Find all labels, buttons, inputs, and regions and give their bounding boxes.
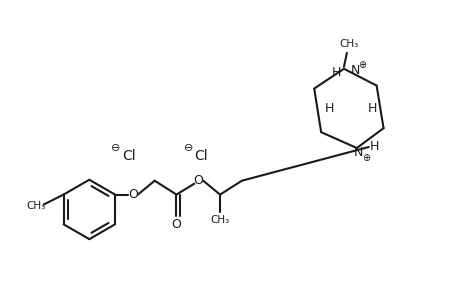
Text: CH₃: CH₃ xyxy=(339,39,358,49)
Text: CH₃: CH₃ xyxy=(210,215,229,225)
Text: H: H xyxy=(367,102,376,115)
Text: Cl: Cl xyxy=(194,149,207,163)
Text: N: N xyxy=(350,64,359,77)
Text: H: H xyxy=(330,66,340,79)
Text: Cl: Cl xyxy=(122,149,135,163)
Text: ⊕: ⊕ xyxy=(357,60,365,70)
Text: O: O xyxy=(171,218,181,231)
Text: ⊖: ⊖ xyxy=(183,143,193,153)
Text: CH₃: CH₃ xyxy=(26,202,45,212)
Text: H: H xyxy=(324,102,333,115)
Text: O: O xyxy=(128,188,138,201)
Text: N: N xyxy=(353,146,363,160)
Text: O: O xyxy=(193,174,203,187)
Text: ⊖: ⊖ xyxy=(111,143,121,153)
Text: ⊕: ⊕ xyxy=(361,153,369,163)
Text: H: H xyxy=(369,140,379,152)
